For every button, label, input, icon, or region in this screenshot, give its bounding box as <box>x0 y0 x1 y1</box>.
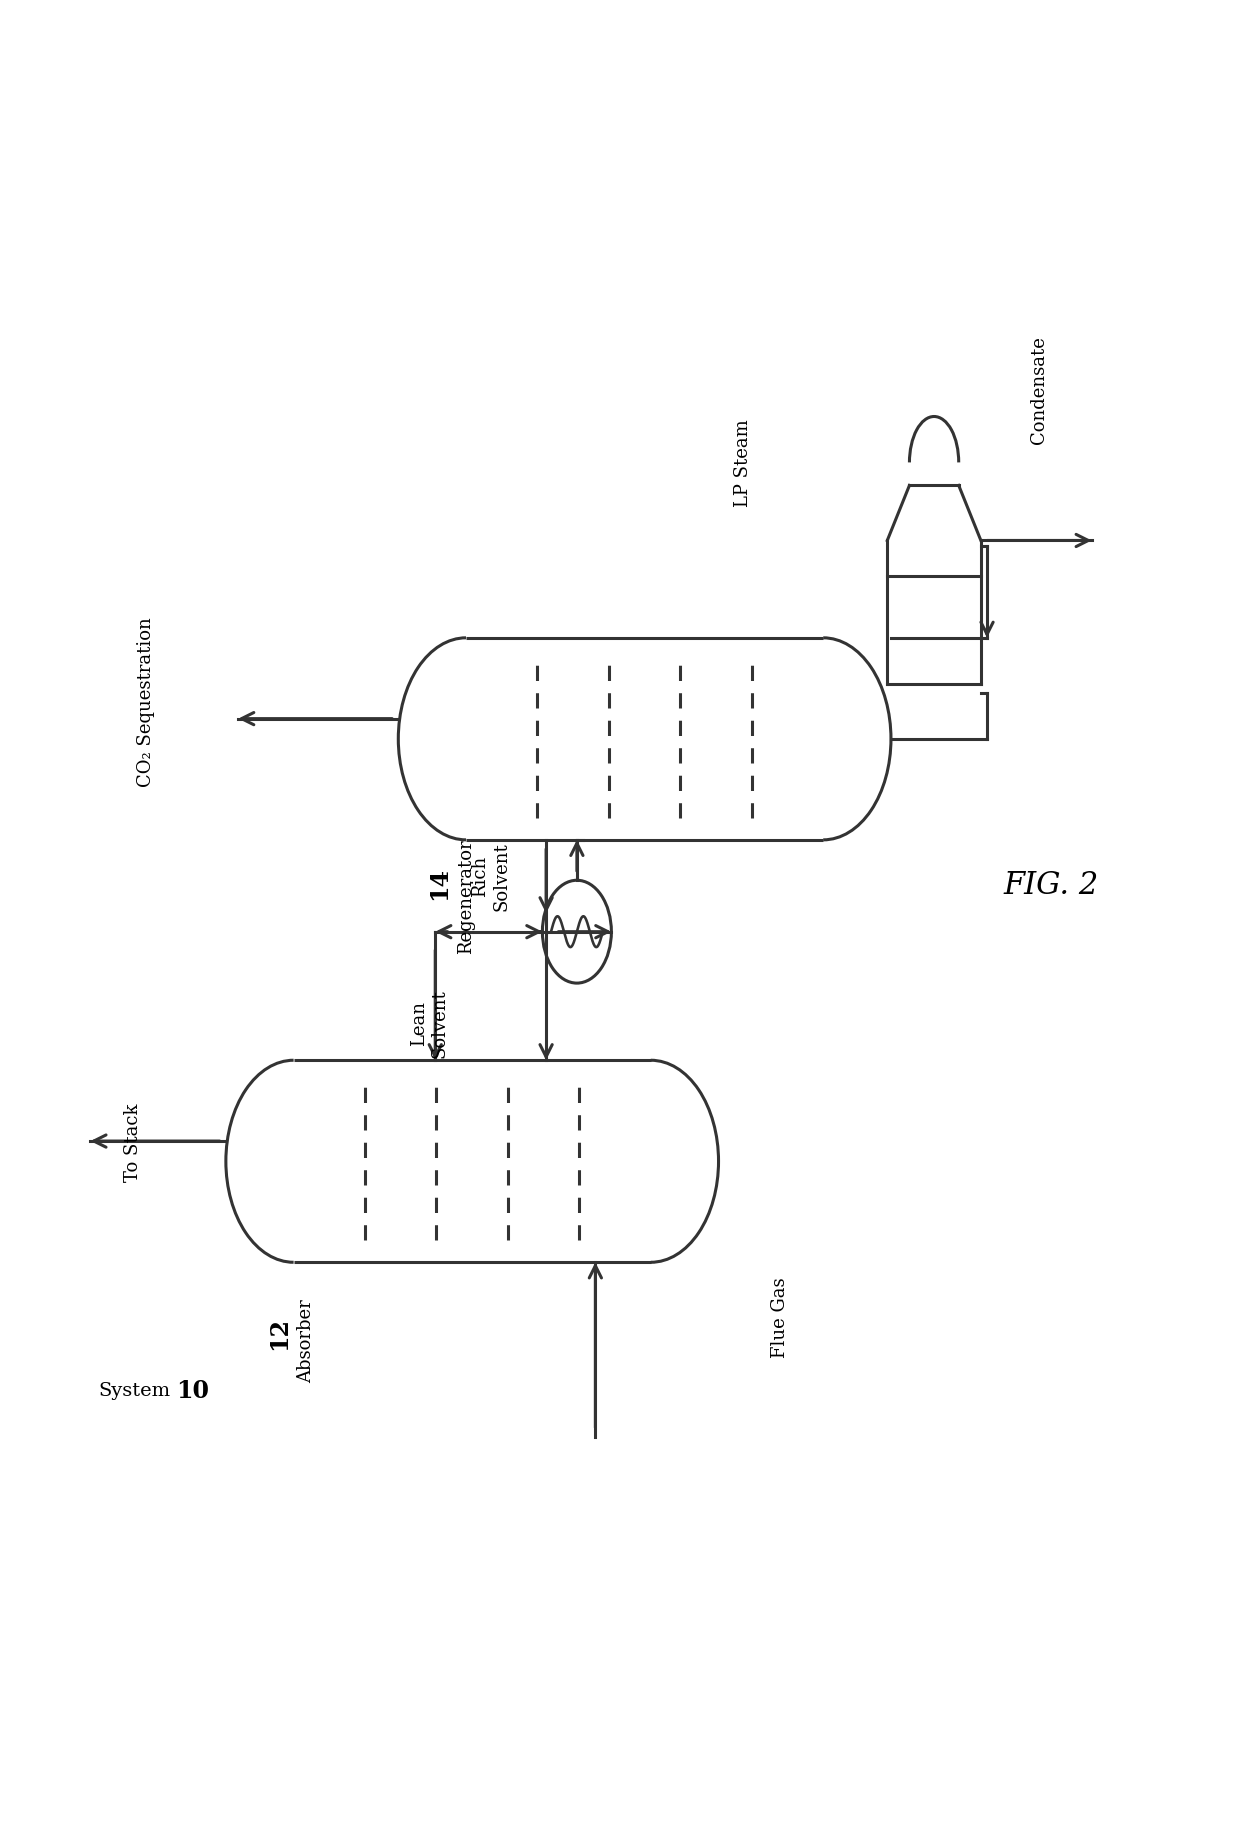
Text: Absorber: Absorber <box>296 1299 315 1382</box>
Text: CO₂ Sequestration: CO₂ Sequestration <box>136 618 155 788</box>
Text: To Stack: To Stack <box>124 1103 143 1183</box>
Text: 10: 10 <box>176 1378 210 1402</box>
Text: 12: 12 <box>267 1317 291 1351</box>
Text: FIG. 2: FIG. 2 <box>1003 871 1099 900</box>
Text: 14: 14 <box>427 867 451 900</box>
Text: System: System <box>98 1382 170 1400</box>
Text: Regenerator: Regenerator <box>458 839 475 954</box>
Text: Lean
Solvent: Lean Solvent <box>409 989 449 1057</box>
Text: LP Steam: LP Steam <box>734 419 753 507</box>
Text: Rich
Solvent: Rich Solvent <box>471 841 510 911</box>
Text: Flue Gas: Flue Gas <box>771 1277 789 1358</box>
Text: Condensate: Condensate <box>1029 336 1048 445</box>
